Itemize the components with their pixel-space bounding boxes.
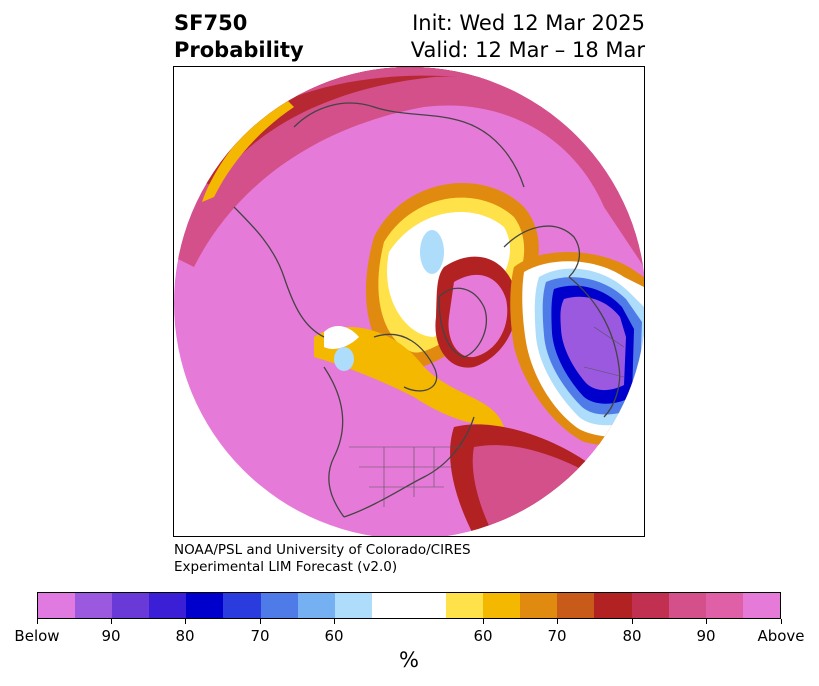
- colorbar-segment: [408, 593, 447, 618]
- colorbar-tick-label: 60: [324, 627, 344, 645]
- colorbar-tick-label: 70: [250, 627, 270, 645]
- colorbar-segment: [186, 593, 224, 618]
- colorbar: [37, 592, 781, 619]
- colorbar-segment: [446, 593, 484, 618]
- colorbar-segment: [112, 593, 150, 618]
- colorbar-segment: [483, 593, 521, 618]
- colorbar-segment: [149, 593, 187, 618]
- title-left: SF750 Probability: [174, 10, 304, 64]
- europe-coast: [568, 276, 621, 418]
- colorbar-tick-label: 80: [175, 627, 195, 645]
- colorbar-tick-mark: [781, 619, 782, 624]
- colorbar-segment: [371, 593, 409, 618]
- colorbar-segment: [297, 593, 335, 618]
- europe-borders: [583, 326, 625, 378]
- colorbar-segment: [334, 593, 372, 618]
- colorbar-tick-mark: [334, 619, 335, 624]
- asia-north-coast: [293, 102, 525, 188]
- colorbar-segment: [594, 593, 632, 618]
- product-name: Probability: [174, 38, 304, 62]
- colorbar-tick-mark: [111, 619, 112, 624]
- colorbar-segment: [742, 593, 780, 618]
- colorbar-segment: [38, 593, 76, 618]
- colorbar-segment: [223, 593, 261, 618]
- coastlines: [233, 102, 621, 518]
- colorbar-tick-mark: [483, 619, 484, 624]
- colorbar-tick-mark: [706, 619, 707, 624]
- greenland-above-core: [448, 274, 508, 358]
- colorbar-tick-mark: [37, 619, 38, 624]
- scandinavia-coast: [503, 225, 581, 278]
- colorbar-segment: [260, 593, 298, 618]
- colorbar-segment: [75, 593, 113, 618]
- credit: NOAA/PSL and University of Colorado/CIRE…: [174, 542, 471, 576]
- colorbar-tick-mark: [185, 619, 186, 624]
- colorbar-tick-mark: [632, 619, 633, 624]
- variable-name: SF750: [174, 11, 248, 35]
- below-pole-patch: [420, 230, 444, 274]
- colorbar-segment: [705, 593, 743, 618]
- borders: [349, 326, 625, 507]
- colorbar-tick-mark: [557, 619, 558, 624]
- title-right: Init: Wed 12 Mar 2025 Valid: 12 Mar – 18…: [411, 10, 645, 64]
- colorbar-segment: [631, 593, 669, 618]
- polar-map: [174, 67, 644, 536]
- credit-line-1: NOAA/PSL and University of Colorado/CIRE…: [174, 542, 471, 558]
- yellow-rim-nw: [202, 97, 294, 202]
- yellow-arc-na: [314, 327, 504, 427]
- colorbar-segment: [557, 593, 595, 618]
- below-purple-core: [560, 296, 626, 391]
- na-east-coast: [343, 416, 475, 518]
- colorbar-tick-mark: [260, 619, 261, 624]
- neutral-na-west: [324, 325, 359, 349]
- bering-coast: [233, 206, 325, 338]
- colorbar-tick-label: 60: [473, 627, 493, 645]
- colorbar-tick-label: 80: [622, 627, 642, 645]
- colorbar-tick-label: 90: [101, 627, 121, 645]
- colorbar-units: %: [399, 648, 419, 672]
- greenland-coast: [438, 287, 488, 358]
- colorbar-tick-label: 70: [547, 627, 567, 645]
- map-frame: [173, 66, 645, 537]
- colorbar-tick-label: Below: [14, 627, 60, 645]
- valid-range: Valid: 12 Mar – 18 Mar: [410, 38, 645, 62]
- colorbar-tick-label: 90: [696, 627, 716, 645]
- init-date: Init: Wed 12 Mar 2025: [412, 11, 645, 35]
- below-na-west-patch: [334, 347, 354, 371]
- colorbar-segment: [668, 593, 706, 618]
- credit-line-2: Experimental LIM Forecast (v2.0): [174, 559, 398, 575]
- colorbar-segment: [520, 593, 558, 618]
- colorbar-tick-label: Above: [757, 627, 805, 645]
- state-borders: [359, 447, 454, 507]
- hudson-bay: [373, 333, 438, 392]
- na-west-coast: [323, 366, 345, 518]
